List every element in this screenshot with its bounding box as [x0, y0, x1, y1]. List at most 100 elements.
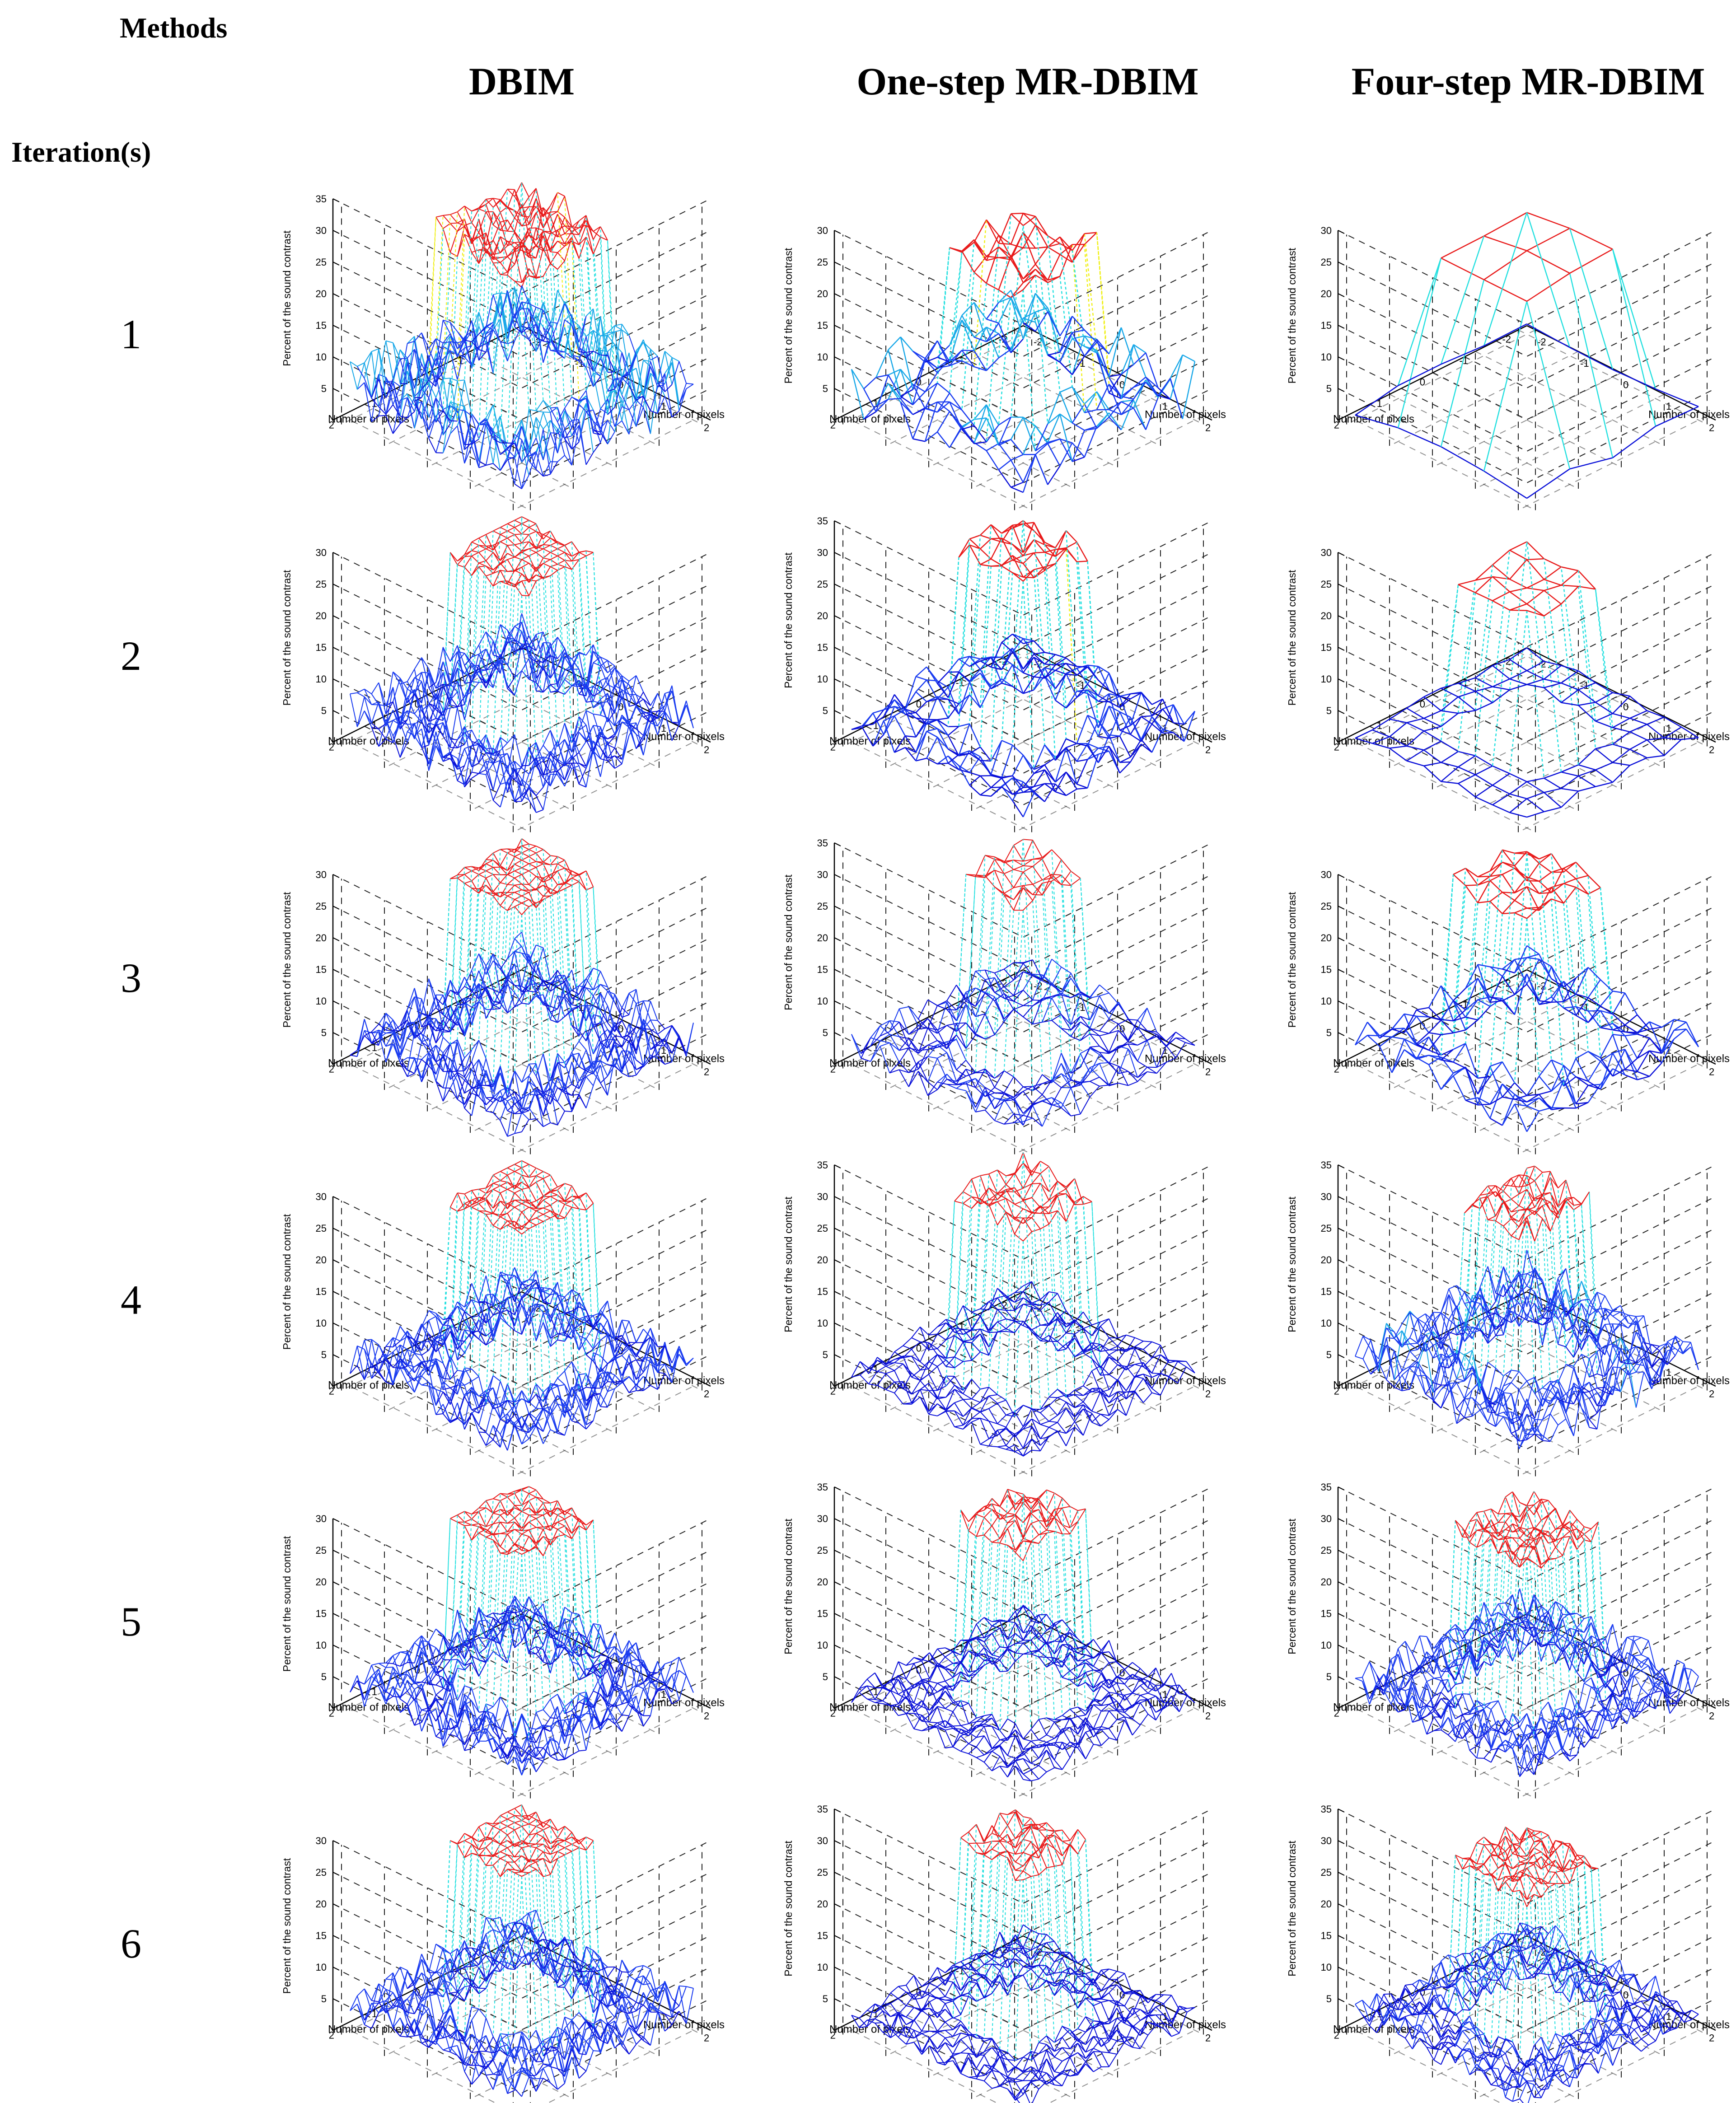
mesh-edge — [628, 1003, 637, 1035]
mesh-edge — [407, 678, 415, 703]
mesh-edge — [535, 302, 544, 325]
mesh-edge — [1072, 244, 1085, 413]
mesh-edge — [457, 748, 465, 767]
mesh-edge — [492, 1090, 501, 1103]
mesh-edge — [492, 294, 501, 318]
mesh-edge — [500, 659, 508, 665]
mesh-edge — [1023, 689, 1034, 694]
mesh-edge — [528, 892, 537, 908]
mesh-edge — [1059, 237, 1073, 263]
mesh-edge — [585, 367, 594, 387]
mesh-edge — [585, 748, 594, 787]
mesh-edge — [1458, 766, 1476, 776]
mesh-edge — [514, 232, 522, 248]
mesh-edge — [443, 752, 451, 757]
mesh-edge — [1012, 572, 1024, 582]
mesh-edge — [492, 527, 501, 688]
mesh-edge — [1492, 804, 1510, 813]
mesh-edge — [521, 863, 529, 869]
mesh-edge — [585, 390, 594, 433]
y-tick-label: 2 — [329, 420, 334, 431]
mesh-edge — [1066, 771, 1077, 785]
mesh-edge — [1578, 585, 1596, 590]
mesh-edge — [486, 663, 494, 671]
mesh-edge — [1441, 710, 1459, 714]
mesh-edge — [628, 705, 637, 723]
mesh-edge — [1526, 579, 1544, 589]
mesh-edge — [578, 404, 587, 412]
mesh-edge — [1033, 667, 1045, 678]
mesh-edge — [628, 1034, 637, 1060]
mesh-edge — [1612, 713, 1630, 719]
mesh-edge — [472, 888, 479, 889]
mesh-edge — [528, 658, 537, 680]
mesh-edge — [507, 189, 515, 209]
mesh-edge — [1130, 716, 1142, 735]
mesh-edge — [493, 892, 501, 894]
mesh-edge — [564, 327, 572, 358]
mesh-edge — [500, 636, 508, 674]
mesh-edge — [600, 992, 608, 1006]
mesh-edge — [1119, 725, 1131, 731]
mesh-edge — [550, 1062, 558, 1081]
mesh-edge — [973, 404, 987, 444]
z-tick — [332, 584, 340, 588]
mesh-edge — [1544, 807, 1562, 813]
mesh-edge — [888, 383, 901, 399]
mesh-edge — [564, 649, 572, 670]
mesh-edge — [621, 1035, 630, 1047]
mesh-edge — [974, 417, 987, 420]
mesh-edge — [514, 878, 522, 885]
mesh-edge — [529, 451, 537, 457]
mesh-edge — [578, 237, 587, 259]
mesh-edge — [1578, 570, 1596, 590]
mesh-edge — [958, 694, 970, 715]
mesh-edge — [486, 748, 494, 756]
mesh-edge — [578, 347, 587, 358]
mesh-edge — [521, 1112, 529, 1120]
mesh-edge — [435, 710, 444, 725]
mesh-edge — [1526, 541, 1544, 559]
mesh-edge — [371, 701, 379, 724]
mesh-edge — [471, 762, 479, 767]
mesh-edge — [1629, 731, 1647, 741]
mesh-edge — [399, 678, 408, 689]
mesh-edge — [550, 1019, 558, 1023]
mesh-edge — [1578, 776, 1596, 787]
mesh-edge — [485, 337, 494, 374]
mesh-edge — [535, 1089, 544, 1127]
mesh-edge — [1060, 438, 1072, 444]
mesh-edge — [472, 771, 479, 774]
mesh-edge — [457, 707, 465, 745]
mesh-edge — [1098, 746, 1110, 763]
mesh-edge — [521, 899, 529, 904]
mesh-edge — [998, 297, 1012, 323]
mesh-edge — [969, 772, 981, 776]
mesh-edge — [1001, 541, 1013, 545]
mesh-edge — [1544, 660, 1562, 666]
mesh-edge — [535, 1118, 544, 1127]
mesh-edge — [421, 744, 429, 748]
z-tick — [332, 615, 340, 619]
mesh-edge — [471, 888, 479, 894]
mesh-edge — [936, 393, 950, 413]
mesh-edge — [507, 584, 515, 587]
mesh-surface — [350, 838, 694, 1137]
mesh-edge — [557, 301, 565, 350]
mesh-edge — [1059, 316, 1073, 353]
mesh-edge — [428, 687, 436, 700]
mesh-edge — [925, 408, 938, 413]
mesh-edge — [1526, 811, 1544, 818]
mesh-edge — [628, 1040, 637, 1070]
mesh-edge — [550, 407, 558, 422]
mesh-edge — [1012, 777, 1024, 793]
mesh-edge — [357, 382, 365, 390]
mesh-edge — [958, 765, 970, 785]
mesh-edge — [586, 1005, 594, 1006]
mesh-edge — [378, 1029, 386, 1034]
mesh-edge — [1509, 798, 1527, 813]
mesh-edge — [643, 1059, 651, 1067]
mesh-edge — [528, 453, 537, 476]
mesh-edge — [442, 1005, 451, 1020]
mesh-edge — [407, 669, 415, 682]
